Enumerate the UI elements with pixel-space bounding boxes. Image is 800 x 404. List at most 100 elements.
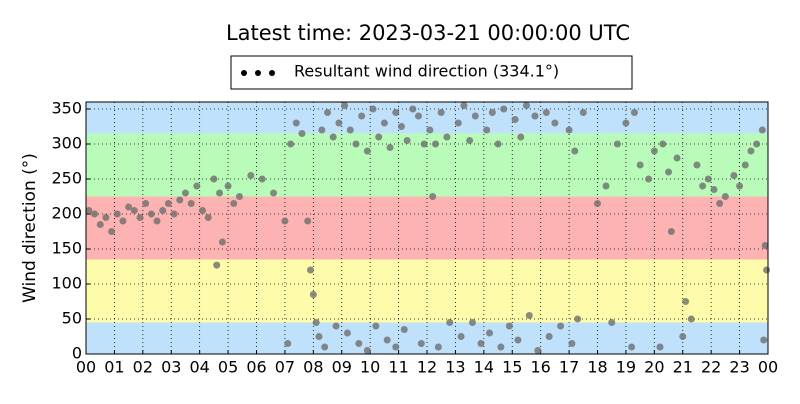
data-point [426,126,434,134]
data-point [216,189,224,197]
data-point [392,109,400,116]
data-point [741,161,749,169]
data-point [682,298,690,305]
data-point [352,140,360,148]
data-point [687,315,695,323]
data-point [369,105,377,113]
x-tick-label: 22 [701,358,721,377]
data-point [324,109,332,116]
data-point [341,102,349,109]
data-point [483,126,491,134]
data-point [417,340,425,347]
data-point [400,326,408,333]
plot-frame [85,101,769,355]
data-point [594,200,601,207]
data-point [204,214,212,221]
data-point [693,161,701,169]
data-point [96,221,104,228]
data-point [181,189,189,197]
data-point [531,112,539,120]
data-point [460,102,468,109]
data-point [363,347,371,354]
data-point [457,333,465,340]
data-point [147,210,155,218]
x-tick-label: 13 [445,358,465,377]
data-point [409,105,417,113]
data-point [170,210,178,218]
data-point [514,336,522,344]
data-point [497,343,505,351]
data-point [312,319,320,326]
data-point [153,217,161,225]
data-point [235,193,243,200]
data-point [471,112,479,120]
data-point [270,189,278,197]
data-point [414,112,422,120]
data-point [716,200,724,207]
data-point [443,133,451,141]
data-point [665,168,673,176]
x-tick-label: 20 [644,358,664,377]
data-point [579,109,587,116]
x-tick-label: 01 [104,358,124,377]
data-point [335,119,343,127]
data-point [429,193,437,200]
data-point [315,333,323,340]
x-tick-label: 21 [673,358,693,377]
data-point [511,116,519,123]
data-point [113,210,121,218]
data-point [358,112,366,120]
data-point [292,119,300,127]
x-tick-label: 16 [530,358,550,377]
data-point [164,200,172,207]
legend-marker [269,70,275,76]
data-point [218,238,226,246]
y-tick-label: 200 [51,204,82,223]
data-point [176,196,184,204]
data-point [667,228,675,235]
y-axis-label: Wind direction (°) [20,153,40,303]
data-point [386,144,394,151]
data-point [494,140,502,148]
legend-label: Resultant wind direction (334.1°) [294,62,559,81]
y-tick-label: 0 [72,344,82,363]
data-point [758,126,766,134]
data-point [522,102,530,109]
data-point [85,207,93,214]
data-point [213,261,221,269]
x-tick-label: 05 [218,358,238,377]
data-point [699,182,707,190]
data-point [380,119,388,127]
data-point [284,340,292,347]
x-tick-label: 00 [758,358,778,377]
data-point [761,242,769,249]
x-tick-label: 10 [360,358,380,377]
data-point [125,203,133,211]
data-point [298,130,306,137]
data-point [468,319,476,326]
data-point [210,175,218,183]
data-point [679,333,687,340]
data-point [403,137,411,144]
data-point [363,147,371,155]
data-point [193,182,201,190]
data-point [721,193,729,200]
data-point [434,343,442,351]
data-point [187,200,195,207]
chart-title: Latest time: 2023-03-21 00:00:00 UTC [226,21,630,45]
data-point [343,329,351,337]
data-point [545,333,553,340]
data-point [108,228,116,235]
legend-marker [241,70,247,76]
data-point [281,217,289,225]
data-point [505,322,513,330]
data-point [318,126,326,134]
x-tick-label: 03 [161,358,181,377]
data-point [500,105,508,113]
data-point [565,126,573,134]
data-point [650,147,658,155]
data-point [763,266,771,274]
data-point [568,340,576,347]
data-point [375,133,383,141]
